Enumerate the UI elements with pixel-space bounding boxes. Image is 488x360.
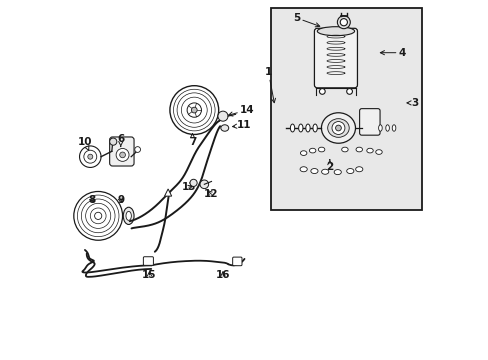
Ellipse shape [318, 147, 324, 152]
Ellipse shape [375, 150, 382, 154]
Ellipse shape [346, 168, 353, 174]
FancyBboxPatch shape [359, 109, 379, 135]
Circle shape [120, 152, 125, 158]
Ellipse shape [309, 148, 315, 153]
Circle shape [109, 138, 117, 145]
Text: 1: 1 [264, 67, 275, 103]
Text: 15: 15 [142, 270, 156, 280]
Text: 14: 14 [228, 105, 254, 116]
Circle shape [346, 89, 352, 94]
Ellipse shape [366, 148, 372, 153]
Circle shape [116, 148, 129, 161]
Text: 8: 8 [88, 195, 96, 205]
Circle shape [83, 150, 97, 163]
FancyBboxPatch shape [143, 257, 153, 265]
Circle shape [200, 180, 208, 189]
Text: 4: 4 [380, 48, 405, 58]
Ellipse shape [378, 125, 382, 131]
Ellipse shape [327, 119, 348, 137]
Circle shape [187, 103, 201, 117]
Text: 2: 2 [325, 160, 333, 172]
Ellipse shape [290, 124, 294, 132]
Ellipse shape [300, 151, 306, 156]
Circle shape [74, 192, 122, 240]
Text: 5: 5 [292, 13, 319, 27]
Circle shape [218, 111, 227, 121]
Ellipse shape [321, 169, 328, 174]
Ellipse shape [310, 168, 317, 174]
Ellipse shape [126, 211, 131, 220]
Text: 16: 16 [215, 270, 230, 280]
Text: 12: 12 [204, 189, 218, 199]
Circle shape [190, 179, 197, 186]
Text: 3: 3 [406, 98, 418, 108]
Circle shape [80, 146, 101, 167]
Circle shape [169, 86, 218, 134]
Ellipse shape [298, 124, 303, 132]
Ellipse shape [341, 147, 347, 152]
Text: 9: 9 [117, 195, 124, 205]
Ellipse shape [221, 125, 228, 131]
Ellipse shape [123, 207, 134, 225]
Circle shape [335, 125, 341, 131]
Text: 7: 7 [188, 134, 196, 147]
Ellipse shape [391, 125, 395, 131]
Text: 6: 6 [117, 134, 124, 147]
Ellipse shape [305, 124, 309, 132]
Ellipse shape [312, 124, 317, 132]
FancyBboxPatch shape [232, 257, 242, 266]
Circle shape [319, 89, 325, 94]
Circle shape [94, 212, 102, 220]
Ellipse shape [333, 170, 341, 175]
Ellipse shape [355, 167, 362, 172]
Text: 11: 11 [232, 121, 251, 130]
Ellipse shape [355, 147, 362, 152]
Circle shape [340, 19, 346, 26]
Circle shape [135, 147, 140, 152]
Text: 10: 10 [78, 138, 92, 150]
Text: 13: 13 [182, 182, 196, 192]
Ellipse shape [300, 167, 306, 172]
Ellipse shape [317, 27, 354, 36]
Circle shape [337, 16, 349, 29]
Ellipse shape [385, 125, 388, 131]
Circle shape [191, 107, 197, 113]
Polygon shape [164, 189, 171, 196]
Circle shape [88, 154, 93, 159]
Circle shape [331, 122, 344, 134]
FancyBboxPatch shape [314, 28, 357, 88]
FancyBboxPatch shape [109, 137, 134, 166]
Ellipse shape [321, 113, 355, 143]
Bar [271, 8, 421, 211]
